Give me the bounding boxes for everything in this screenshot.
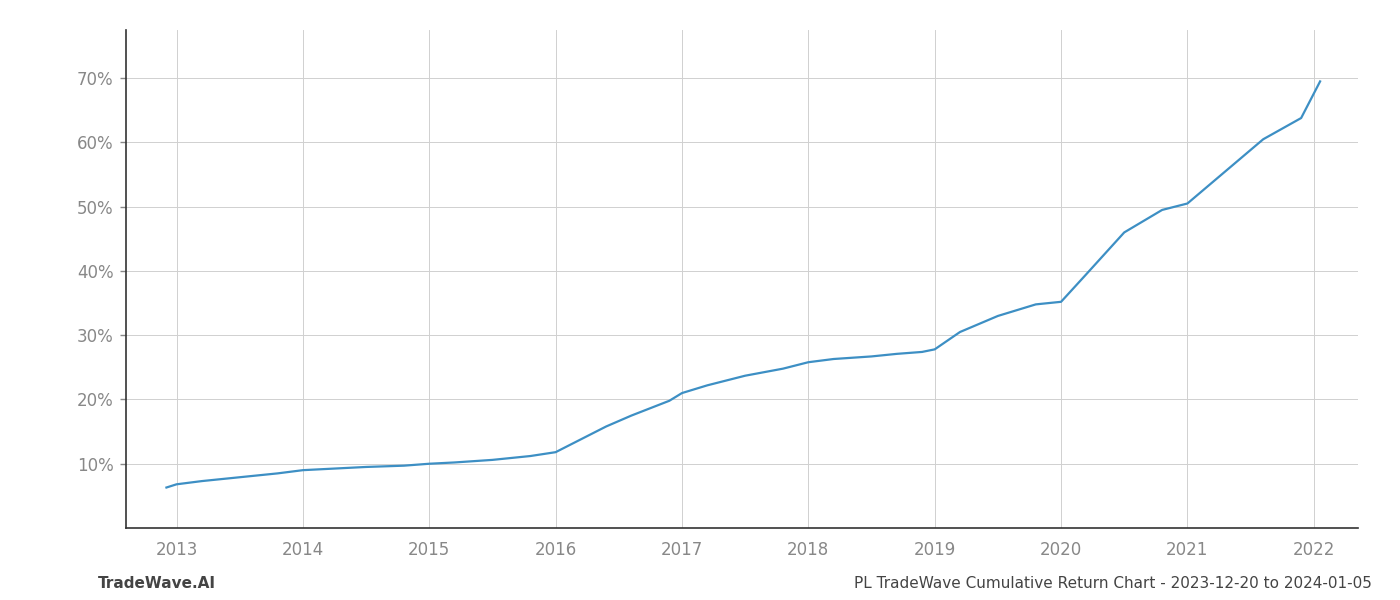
- Text: TradeWave.AI: TradeWave.AI: [98, 576, 216, 591]
- Text: PL TradeWave Cumulative Return Chart - 2023-12-20 to 2024-01-05: PL TradeWave Cumulative Return Chart - 2…: [854, 576, 1372, 591]
